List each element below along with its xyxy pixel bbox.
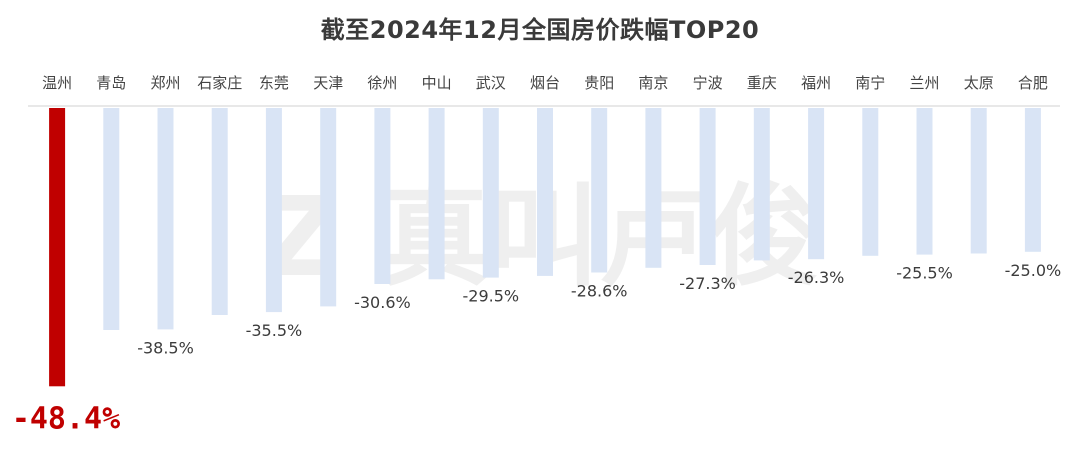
category-label-10: 贵阳 <box>584 74 614 92</box>
bars-layer <box>49 108 1041 387</box>
bar-1 <box>103 108 120 330</box>
value-label-18: -25.0% <box>1005 261 1062 280</box>
bar-11 <box>645 108 662 268</box>
category-label-5: 天津 <box>313 74 343 92</box>
category-label-7: 中山 <box>422 74 452 92</box>
category-label-13: 重庆 <box>747 74 777 92</box>
category-label-6: 徐州 <box>367 74 397 92</box>
bar-7 <box>428 108 445 280</box>
bar-14 <box>808 108 825 260</box>
bar-12 <box>699 108 716 265</box>
category-label-9: 烟台 <box>530 74 560 92</box>
value-label-0: -48.4% <box>12 401 120 436</box>
value-label-12: -27.3% <box>679 274 736 293</box>
value-label-8: -29.5% <box>462 287 519 306</box>
category-label-14: 福州 <box>801 74 831 92</box>
bar-2 <box>157 108 174 330</box>
category-label-12: 宁波 <box>693 74 723 92</box>
category-label-3: 石家庄 <box>197 74 242 92</box>
category-label-16: 兰州 <box>909 74 939 92</box>
category-label-18: 合肥 <box>1018 74 1048 92</box>
value-label-2: -38.5% <box>137 338 194 357</box>
value-labels: -48.4% -38.5% -35.5% -30.6% -29.5% -28.6% -27.… <box>12 261 1061 437</box>
bar-9 <box>537 108 553 276</box>
chart-title: 截至2024年12月全国房价跌幅TOP20 <box>320 16 760 44</box>
value-label-6: -30.6% <box>354 293 411 312</box>
category-label-0: 温州 <box>42 74 72 92</box>
value-label-4: -35.5% <box>246 321 303 340</box>
bar-8 <box>482 108 499 278</box>
category-label-17: 太原 <box>964 74 994 92</box>
bar-4 <box>265 108 282 313</box>
category-labels: 温州 青岛 郑州 石家庄 东莞 天津 徐州 中山 武汉 烟台 贵阳 南京 宁波 重庆 福州 南宁 兰州 太原 合肥 <box>42 74 1048 92</box>
value-label-14: -26.3% <box>788 268 845 287</box>
category-label-4: 东莞 <box>259 74 289 92</box>
bar-0 <box>49 108 66 387</box>
category-label-8: 武汉 <box>476 74 506 92</box>
bar-10 <box>591 108 608 273</box>
category-label-2: 郑州 <box>150 74 180 92</box>
category-label-1: 青岛 <box>96 74 126 92</box>
bar-15 <box>862 108 879 256</box>
category-label-15: 南宁 <box>855 74 885 92</box>
value-label-10: -28.6% <box>571 282 628 301</box>
value-label-16: -25.5% <box>896 264 953 283</box>
bar-5 <box>320 108 337 307</box>
bar-3 <box>211 108 228 315</box>
category-label-11: 南京 <box>638 74 668 92</box>
bar-16 <box>916 108 933 255</box>
bar-18 <box>1024 108 1041 252</box>
bar-13 <box>753 108 770 261</box>
bar-6 <box>374 108 391 284</box>
bar-17 <box>970 108 987 254</box>
